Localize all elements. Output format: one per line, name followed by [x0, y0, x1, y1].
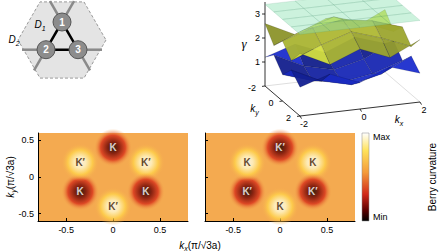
svg-text:Berry curvature: Berry curvature: [427, 142, 438, 211]
svg-text:3: 3: [255, 9, 260, 19]
svg-text:K: K: [77, 186, 85, 197]
svg-text:3: 3: [75, 44, 81, 55]
svg-text:2: 2: [43, 44, 49, 55]
svg-text:ky: ky: [250, 103, 259, 117]
svg-text:K′: K′: [308, 186, 318, 197]
svg-text:K′: K′: [275, 142, 285, 153]
svg-text:K: K: [309, 157, 317, 168]
svg-text:K: K: [142, 186, 150, 197]
html-text:kx: kx: [179, 239, 188, 252]
svg-text:Min: Min: [373, 212, 388, 222]
svg-text:2: 2: [255, 33, 260, 43]
svg-text:1: 1: [255, 57, 260, 67]
svg-text:Max: Max: [373, 132, 391, 142]
svg-text:K′: K′: [242, 186, 252, 197]
svg-text:K′: K′: [75, 157, 85, 168]
svg-text:-0.5: -0.5: [18, 209, 34, 219]
svg-text:kx: kx: [395, 114, 404, 127]
svg-text:0: 0: [110, 225, 115, 235]
svg-text:K′: K′: [108, 201, 118, 212]
svg-text:0.5: 0.5: [21, 135, 34, 145]
svg-text:(π/√3a): (π/√3a): [188, 240, 221, 251]
svg-text:2: 2: [421, 105, 426, 115]
svg-text:K: K: [109, 142, 117, 153]
svg-text:0: 0: [268, 98, 273, 108]
svg-text:2: 2: [286, 113, 291, 123]
svg-text:K: K: [244, 157, 252, 168]
svg-text:(π/√3a): (π/√3a): [5, 156, 16, 189]
svg-text:0.5: 0.5: [321, 225, 334, 235]
svg-text:γ: γ: [241, 36, 247, 51]
svg-text:K′: K′: [141, 157, 151, 168]
svg-text:0: 0: [277, 225, 282, 235]
svg-text:-2: -2: [248, 83, 256, 93]
svg-text:k: k: [4, 192, 16, 198]
svg-text:y: y: [9, 189, 17, 193]
svg-text:D1: D1: [34, 19, 45, 32]
svg-text:K: K: [276, 201, 284, 212]
svg-text:0: 0: [29, 172, 34, 182]
svg-text:0.5: 0.5: [154, 225, 167, 235]
svg-text:D2: D2: [8, 34, 19, 47]
svg-text:-2: -2: [300, 119, 308, 129]
svg-text:0: 0: [361, 112, 366, 122]
svg-text:1: 1: [59, 17, 65, 28]
svg-text:-0.5: -0.5: [225, 225, 241, 235]
svg-text:-0.5: -0.5: [58, 225, 74, 235]
